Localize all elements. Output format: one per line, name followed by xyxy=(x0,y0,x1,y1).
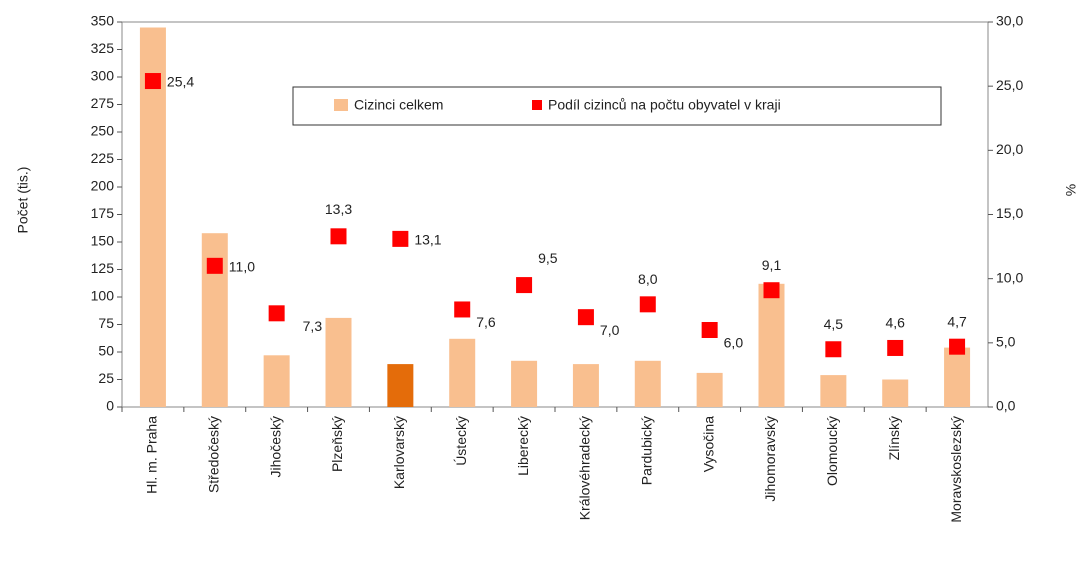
data-label: 9,5 xyxy=(538,250,558,266)
y2-tick-label: 10,0 xyxy=(996,269,1023,285)
bar xyxy=(325,317,352,407)
y2-axis-label: % xyxy=(1063,184,1079,196)
y2-tick-label: 5,0 xyxy=(996,334,1016,350)
data-label: 6,0 xyxy=(724,335,744,351)
legend-swatch xyxy=(532,100,542,110)
data-label: 13,1 xyxy=(414,232,441,248)
y-tick-label: 200 xyxy=(91,178,115,194)
y-tick-label: 50 xyxy=(98,343,114,359)
x-tick-label: Jihočeský xyxy=(267,416,283,477)
bar xyxy=(511,360,538,407)
bar xyxy=(820,375,847,407)
point xyxy=(577,309,594,326)
x-tick-label: Zlínský xyxy=(886,416,902,460)
x-tick-label: Plzeňský xyxy=(329,416,345,472)
bar xyxy=(387,364,414,407)
point xyxy=(639,296,656,313)
y2-tick-label: 0,0 xyxy=(996,398,1016,414)
data-label: 4,6 xyxy=(885,315,905,331)
y-axis-label: Počet (tis.) xyxy=(15,167,31,234)
y-tick-label: 225 xyxy=(91,150,115,166)
y-tick-label: 75 xyxy=(98,315,114,331)
data-label: 8,0 xyxy=(638,271,658,287)
x-tick-label: Vysočina xyxy=(700,416,716,473)
x-tick-label: Liberecký xyxy=(515,416,531,476)
y-tick-label: 125 xyxy=(91,260,115,276)
y-tick-label: 175 xyxy=(91,205,115,221)
y-tick-label: 150 xyxy=(91,233,115,249)
legend-label: Cizinci celkem xyxy=(354,97,443,113)
y-tick-label: 250 xyxy=(91,123,115,139)
data-label: 11,0 xyxy=(229,259,255,275)
x-tick-label: Pardubický xyxy=(638,416,654,485)
legend-swatch xyxy=(334,99,348,111)
x-tick-label: Ústecký xyxy=(453,416,469,466)
y2-tick-label: 20,0 xyxy=(996,141,1023,157)
x-tick-label: Karlovarský xyxy=(391,416,407,489)
y-tick-label: 275 xyxy=(91,95,115,111)
y-tick-label: 300 xyxy=(91,68,115,84)
point xyxy=(949,338,966,355)
point xyxy=(144,73,161,90)
x-tick-label: Středočeský xyxy=(205,416,221,493)
point xyxy=(763,282,780,299)
bar xyxy=(449,338,476,407)
point xyxy=(887,339,904,356)
x-tick-label: Moravskoslezský xyxy=(948,416,964,523)
data-label: 13,3 xyxy=(325,201,352,217)
legend: Cizinci celkem Podíl cizinců na počtu oby… xyxy=(292,86,942,126)
legend-box xyxy=(292,86,942,126)
x-tick-label: Olomoucký xyxy=(824,416,840,486)
point xyxy=(516,277,533,294)
y-tick-label: 0 xyxy=(106,398,114,414)
bar xyxy=(139,27,166,407)
data-label: 9,1 xyxy=(762,257,782,273)
y2-tick-label: 15,0 xyxy=(996,205,1023,221)
data-label: 7,0 xyxy=(600,322,620,338)
data-label: 4,7 xyxy=(947,313,967,329)
bar xyxy=(758,283,785,407)
plot-border xyxy=(121,21,989,408)
y2-tick-label: 30,0 xyxy=(996,13,1023,29)
bar xyxy=(944,347,971,407)
y-tick-label: 325 xyxy=(91,40,115,56)
x-tick-label: Královéhradecký xyxy=(577,416,593,520)
point xyxy=(268,305,285,322)
bar xyxy=(882,379,909,407)
point xyxy=(330,228,347,245)
point xyxy=(454,301,471,318)
data-label: 7,3 xyxy=(303,318,323,334)
data-label: 4,5 xyxy=(824,316,844,332)
bar xyxy=(634,360,661,407)
data-label: 7,6 xyxy=(476,314,496,330)
point xyxy=(825,341,842,358)
y2-tick-label: 25,0 xyxy=(996,77,1023,93)
bar xyxy=(263,355,290,407)
x-tick-label: Jihomoravský xyxy=(762,416,778,502)
point xyxy=(392,230,409,247)
bar xyxy=(572,364,599,407)
y-tick-label: 350 xyxy=(91,13,115,29)
point xyxy=(701,322,718,338)
y-tick-label: 25 xyxy=(98,370,114,386)
x-tick-label: Hl. m. Praha xyxy=(144,416,160,494)
point xyxy=(206,257,223,274)
y-tick-label: 100 xyxy=(91,288,115,304)
legend-label: Podíl cizinců na počtu obyvatel v kraji xyxy=(548,97,781,113)
bar xyxy=(696,372,723,407)
data-label: 25,4 xyxy=(167,74,194,90)
